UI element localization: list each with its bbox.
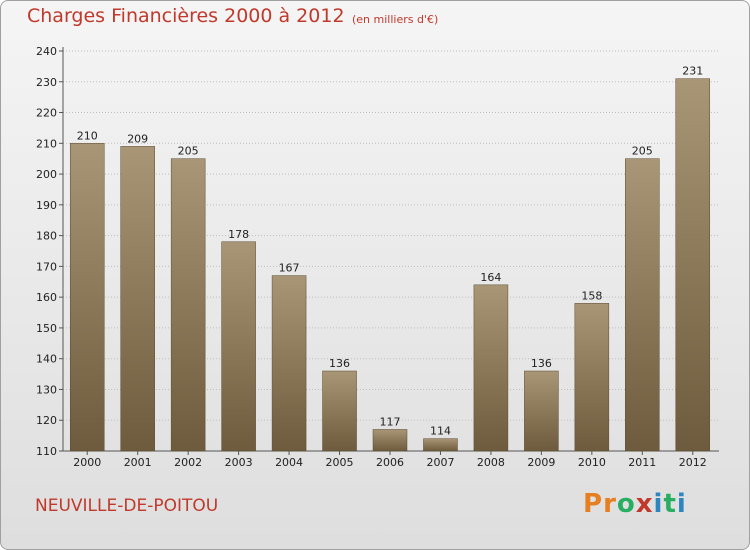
x-tick-label: 2007: [426, 456, 454, 469]
bar: [170, 158, 206, 452]
data-label: 117: [380, 415, 401, 428]
bar: [69, 143, 105, 452]
x-tick-label: 2001: [124, 456, 152, 469]
logo-letter: r: [603, 489, 617, 519]
y-tick-label: 130: [36, 383, 57, 396]
y-tick-label: 200: [36, 168, 57, 181]
y-tick-label: 240: [36, 45, 57, 58]
data-label: 231: [682, 65, 703, 78]
data-label: 167: [279, 262, 300, 275]
bar: [423, 438, 458, 452]
x-tick-label: 2005: [326, 456, 354, 469]
x-tick-label: 2003: [225, 456, 253, 469]
data-label: 205: [632, 145, 653, 158]
bar: [524, 370, 559, 452]
bar: [473, 284, 509, 452]
bar: [322, 370, 357, 452]
bar: [271, 275, 307, 452]
data-label: 136: [329, 357, 350, 370]
y-tick-label: 230: [36, 76, 57, 89]
logo-letter: P: [583, 489, 604, 519]
chart-subtitle: (en milliers d'€): [352, 13, 439, 26]
bar: [372, 429, 408, 452]
proxiti-logo: Proxiti: [583, 489, 687, 519]
x-tick-label: 2002: [174, 456, 202, 469]
logo-letter: i: [676, 489, 687, 519]
data-label: 205: [178, 145, 199, 158]
y-tick-label: 160: [36, 291, 57, 304]
y-tick-label: 170: [36, 260, 57, 273]
y-tick-label: 120: [36, 414, 57, 427]
bar: [625, 158, 660, 452]
x-tick-label: 2004: [275, 456, 303, 469]
logo-letter: t: [663, 489, 677, 519]
x-tick-label: 2009: [527, 456, 555, 469]
y-tick-label: 190: [36, 199, 57, 212]
data-label: 178: [228, 228, 249, 241]
data-label: 158: [581, 289, 602, 302]
data-label: 209: [127, 132, 148, 145]
bar: [120, 146, 155, 452]
y-tick-label: 220: [36, 107, 57, 120]
x-tick-label: 2008: [477, 456, 505, 469]
data-label: 164: [480, 271, 501, 284]
y-tick-label: 110: [36, 445, 57, 458]
y-tick-label: 150: [36, 322, 57, 335]
logo-letter: x: [635, 489, 654, 519]
data-label: 136: [531, 357, 552, 370]
bar: [675, 78, 711, 452]
x-tick-label: 2010: [578, 456, 606, 469]
x-tick-label: 2000: [73, 456, 101, 469]
y-tick-label: 140: [36, 353, 57, 366]
x-tick-label: 2006: [376, 456, 404, 469]
commune-name: NEUVILLE-DE-POITOU: [35, 496, 219, 516]
data-label: 210: [77, 129, 98, 142]
logo-letter: i: [653, 489, 664, 519]
x-tick-label: 2012: [679, 456, 707, 469]
logo-letter: o: [616, 489, 636, 519]
chart-title: Charges Financières 2000 à 2012: [27, 5, 345, 27]
data-label: 114: [430, 425, 451, 438]
y-tick-label: 210: [36, 137, 57, 150]
x-tick-label: 2011: [628, 456, 656, 469]
y-tick-label: 180: [36, 230, 57, 243]
bar: [574, 303, 610, 452]
bar: [221, 241, 256, 452]
